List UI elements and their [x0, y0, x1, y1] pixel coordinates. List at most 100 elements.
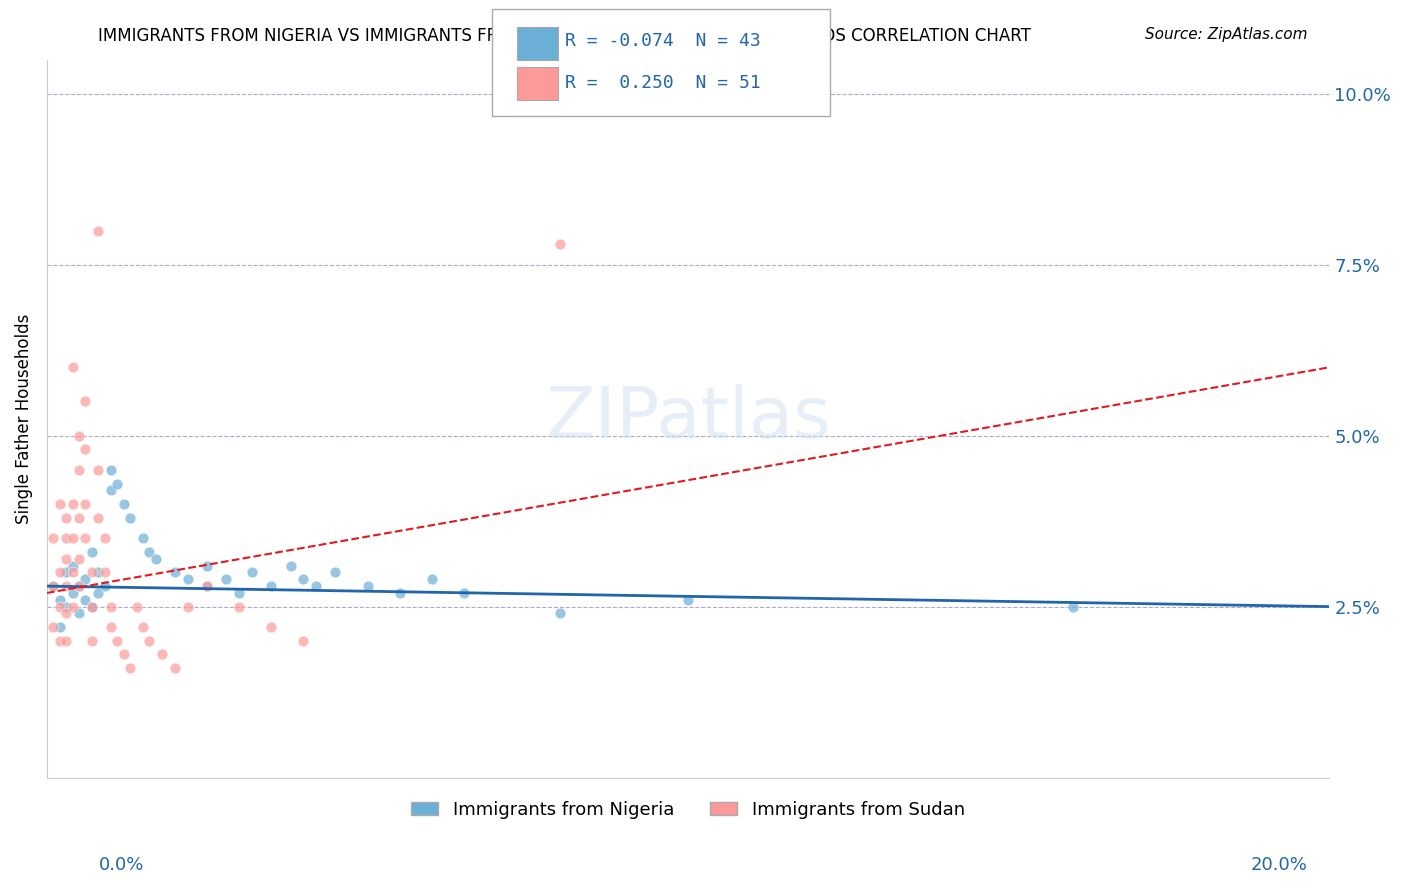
Text: 20.0%: 20.0%: [1251, 856, 1308, 874]
Point: [132, 531, 155, 545]
Point: [55, 551, 77, 566]
Point: [112, 497, 135, 511]
Point: [150, 648, 173, 662]
Point: [107, 633, 129, 648]
Point: [388, 586, 411, 600]
Point: [62, 586, 84, 600]
Point: [62, 558, 84, 573]
Point: [93, 579, 115, 593]
Point: [195, 579, 218, 593]
Point: [87, 566, 110, 580]
Point: [215, 572, 238, 586]
Point: [75, 394, 97, 409]
Text: ZIPatlas: ZIPatlas: [546, 384, 831, 453]
Point: [48, 497, 70, 511]
Point: [42, 579, 65, 593]
Point: [55, 607, 77, 621]
Point: [260, 620, 283, 634]
Point: [75, 572, 97, 586]
Point: [125, 599, 148, 614]
Point: [48, 592, 70, 607]
Point: [55, 633, 77, 648]
Point: [177, 572, 200, 586]
Point: [228, 599, 250, 614]
Point: [48, 566, 70, 580]
Point: [48, 599, 70, 614]
Point: [87, 223, 110, 237]
Point: [62, 360, 84, 375]
Point: [75, 442, 97, 457]
Point: [165, 661, 187, 675]
Point: [292, 572, 315, 586]
Point: [80, 566, 103, 580]
Text: R = -0.074  N = 43: R = -0.074 N = 43: [565, 32, 761, 50]
Point: [165, 566, 187, 580]
Point: [453, 586, 475, 600]
Point: [107, 476, 129, 491]
Legend: Immigrants from Nigeria, Immigrants from Sudan: Immigrants from Nigeria, Immigrants from…: [404, 794, 972, 826]
Point: [325, 566, 347, 580]
Y-axis label: Single Father Households: Single Father Households: [15, 313, 32, 524]
Text: Source: ZipAtlas.com: Source: ZipAtlas.com: [1144, 27, 1308, 42]
Point: [260, 579, 283, 593]
Point: [280, 558, 302, 573]
Point: [228, 586, 250, 600]
Point: [1062, 599, 1084, 614]
Point: [75, 531, 97, 545]
Point: [292, 633, 315, 648]
Text: IMMIGRANTS FROM NIGERIA VS IMMIGRANTS FROM SUDAN SINGLE FATHER HOUSEHOLDS CORREL: IMMIGRANTS FROM NIGERIA VS IMMIGRANTS FR…: [98, 27, 1031, 45]
Point: [195, 558, 218, 573]
Point: [42, 620, 65, 634]
Point: [55, 579, 77, 593]
Point: [67, 463, 90, 477]
Point: [132, 620, 155, 634]
Point: [145, 551, 167, 566]
Point: [305, 579, 328, 593]
Point: [87, 510, 110, 524]
Point: [138, 545, 160, 559]
Point: [48, 633, 70, 648]
Point: [548, 607, 571, 621]
Point: [48, 620, 70, 634]
Point: [62, 531, 84, 545]
Point: [67, 428, 90, 442]
Point: [55, 510, 77, 524]
Point: [80, 545, 103, 559]
Point: [100, 463, 122, 477]
Point: [75, 592, 97, 607]
Point: [42, 579, 65, 593]
Point: [62, 566, 84, 580]
Point: [100, 483, 122, 498]
Point: [676, 592, 699, 607]
Point: [55, 599, 77, 614]
Point: [195, 579, 218, 593]
Point: [62, 599, 84, 614]
Text: R =  0.250  N = 51: R = 0.250 N = 51: [565, 74, 761, 92]
Point: [177, 599, 200, 614]
Point: [87, 586, 110, 600]
Point: [75, 497, 97, 511]
Point: [67, 579, 90, 593]
Point: [67, 579, 90, 593]
Point: [80, 599, 103, 614]
Point: [67, 551, 90, 566]
Point: [120, 510, 142, 524]
Point: [55, 566, 77, 580]
Point: [87, 463, 110, 477]
Point: [80, 633, 103, 648]
Point: [100, 620, 122, 634]
Point: [356, 579, 378, 593]
Point: [67, 607, 90, 621]
Point: [240, 566, 263, 580]
Point: [62, 497, 84, 511]
Point: [93, 566, 115, 580]
Point: [100, 599, 122, 614]
Point: [112, 648, 135, 662]
Point: [42, 531, 65, 545]
Point: [420, 572, 443, 586]
Point: [93, 531, 115, 545]
Text: 0.0%: 0.0%: [98, 856, 143, 874]
Point: [120, 661, 142, 675]
Point: [55, 531, 77, 545]
Point: [138, 633, 160, 648]
